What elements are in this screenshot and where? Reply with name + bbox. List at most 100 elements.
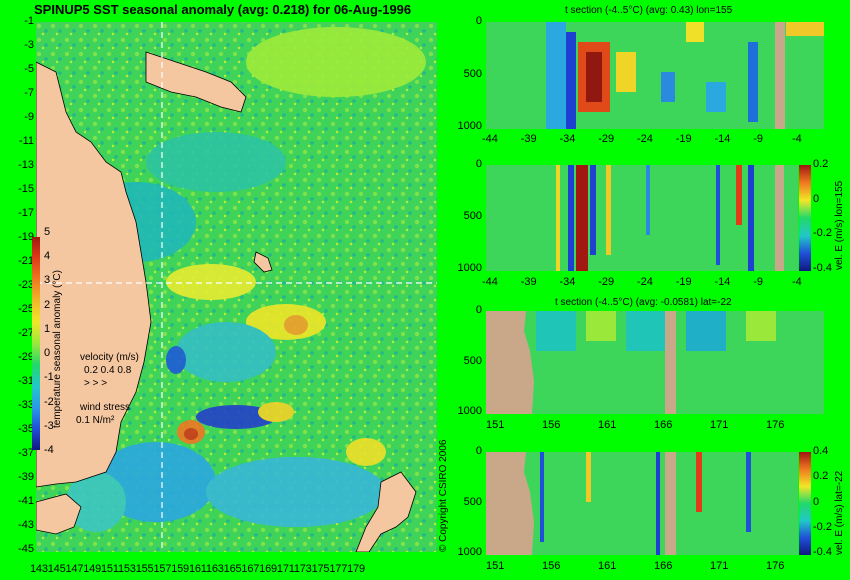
vel-lon-colorbar-label: vel. E (m/s) lon=155	[834, 180, 845, 270]
colorbar-tick: 0	[813, 495, 820, 508]
x-tick: -9	[753, 133, 764, 145]
t-section-lon-heatmap	[486, 22, 824, 129]
sst-map	[36, 22, 437, 552]
map-colorbar-tick: -2	[44, 395, 54, 408]
x-tick: -39	[520, 276, 537, 288]
velocity-legend-arrows: > > >	[84, 378, 108, 389]
velocity-legend-values: 0.2 0.4 0.8	[84, 365, 132, 376]
colorbar-tick: -0.2	[813, 227, 832, 240]
x-tick: 151	[486, 560, 505, 572]
x-tick: 151	[486, 419, 505, 431]
map-y-tick: -9	[24, 111, 34, 123]
vel-lon-colorbar-ticks: 0.2 0 -0.2 -0.4	[813, 158, 833, 274]
map-colorbar-tick: 2	[44, 298, 51, 311]
colorbar-tick: 0.4	[813, 445, 829, 457]
vel-section-lon-plot	[486, 165, 798, 271]
y-tick: 0	[475, 304, 482, 316]
map-y-tick: -27	[18, 327, 34, 339]
t-section-lon-title: t section (-4..5°C) (avg: 0.43) lon=155	[565, 5, 733, 16]
x-tick: -34	[559, 276, 576, 288]
map-colorbar-tick: 3	[44, 274, 51, 287]
x-tick: 171	[710, 419, 729, 431]
map-y-tick: -15	[18, 183, 34, 195]
map-y-tick: -45	[18, 543, 34, 555]
vel-section-lon-y-ticks: 0 500 1000	[446, 158, 482, 274]
map-y-tick: -23	[18, 279, 34, 291]
map-y-tick: -31	[18, 375, 34, 387]
map-colorbar-tick: 0	[44, 347, 51, 360]
vel-section-lat-x-ticks: 151 156 161 166 171 176	[486, 560, 824, 574]
x-tick: -44	[482, 133, 498, 145]
map-y-tick: -25	[18, 303, 34, 315]
map-y-tick: -37	[18, 447, 34, 459]
wind-legend-title: wind stress	[80, 402, 131, 413]
x-tick: 156	[542, 419, 561, 431]
new-guinea-landmass	[145, 51, 247, 113]
new-zealand-landmass	[355, 471, 417, 552]
y-tick: 0	[475, 158, 482, 170]
x-tick: -34	[559, 133, 576, 145]
map-panel	[36, 22, 437, 552]
map-y-ticks: -1 -3 -5 -7 -9 -11 -13 -15 -17 -19 -21 -23 -25 -27 -29…	[0, 15, 34, 555]
colorbar-tick: 0	[813, 192, 820, 205]
x-tick: 166	[654, 419, 673, 431]
y-tick: 0	[475, 445, 482, 457]
x-tick: 156	[542, 560, 561, 572]
map-colorbar-label: temperature seasonal anomaly (°C)	[52, 270, 63, 428]
map-y-tick: -33	[18, 399, 34, 411]
colorbar-tick: -0.2	[813, 520, 832, 533]
wind-legend-value: 0.1 N/m²	[76, 415, 115, 426]
x-tick: 176	[766, 419, 785, 431]
t-section-lat-plot	[486, 311, 824, 414]
map-y-tick: -43	[18, 519, 34, 531]
t-section-lon-x-ticks: -44 -39 -34 -29 -24 -19 -14 -9 -4	[482, 133, 824, 147]
x-tick: 171	[710, 560, 729, 572]
map-y-tick: -3	[24, 39, 34, 51]
x-tick: -14	[714, 133, 731, 145]
t-section-lat-x-ticks: 151 156 161 166 171 176	[486, 419, 824, 433]
y-tick: 1000	[457, 405, 482, 417]
land	[36, 51, 417, 552]
vel-section-lon-x-ticks: -44 -39 -34 -29 -24 -19 -14 -9 -4	[482, 276, 824, 290]
vel-lat-colorbar-label: vel. E (m/s) lat=-22	[834, 470, 845, 555]
map-y-tick: -7	[24, 87, 34, 99]
y-tick: 0	[475, 15, 482, 27]
t-section-lat-title: t section (-4..5°C) (avg: -0.0581) lat=-…	[555, 297, 732, 308]
vel-section-lat-y-ticks: 0 500 1000	[446, 445, 482, 558]
map-y-tick: -41	[18, 495, 34, 507]
t-section-lon-plot	[486, 22, 824, 129]
vel-section-lat-heatmap	[486, 452, 798, 555]
y-tick: 500	[463, 67, 482, 80]
t-section-lon-y-ticks: 0 500 1000	[446, 15, 482, 132]
main-title: SPINUP5 SST seasonal anomaly (avg: 0.218…	[34, 2, 412, 17]
map-y-tick: -5	[24, 63, 34, 75]
map-x-ticks: 1431451471491511531551571591611631651671…	[30, 563, 365, 575]
map-y-tick: -11	[18, 135, 34, 147]
tasmania-landmass	[36, 493, 82, 535]
x-tick: -29	[598, 133, 615, 145]
x-tick: -24	[637, 133, 653, 145]
map-colorbar-tick: 5	[44, 226, 51, 238]
x-tick: 166	[654, 560, 673, 572]
x-tick: 161	[598, 419, 617, 431]
vel-section-lon-heatmap	[486, 165, 798, 271]
x-tick: -19	[675, 276, 692, 288]
x-tick: -24	[637, 276, 653, 288]
y-tick: 500	[463, 495, 482, 508]
vel-lon-colorbar	[799, 165, 811, 271]
y-tick: 500	[463, 210, 482, 222]
x-tick: -39	[520, 133, 537, 145]
y-tick: 1000	[457, 546, 482, 558]
map-colorbar-tick: 1	[44, 322, 51, 335]
colorbar-tick: 0.2	[813, 470, 829, 483]
map-colorbar-tick: -4	[44, 444, 54, 456]
map-y-tick: -13	[18, 159, 34, 171]
map-y-tick: -17	[18, 207, 34, 219]
vel-lat-colorbar	[799, 452, 811, 555]
x-tick: -44	[482, 276, 498, 288]
map-y-tick: -35	[18, 423, 34, 435]
x-tick: -29	[598, 276, 615, 288]
new-caledonia-landmass	[253, 251, 273, 273]
vel-section-lat-plot	[486, 452, 798, 555]
x-tick: 161	[598, 560, 617, 572]
